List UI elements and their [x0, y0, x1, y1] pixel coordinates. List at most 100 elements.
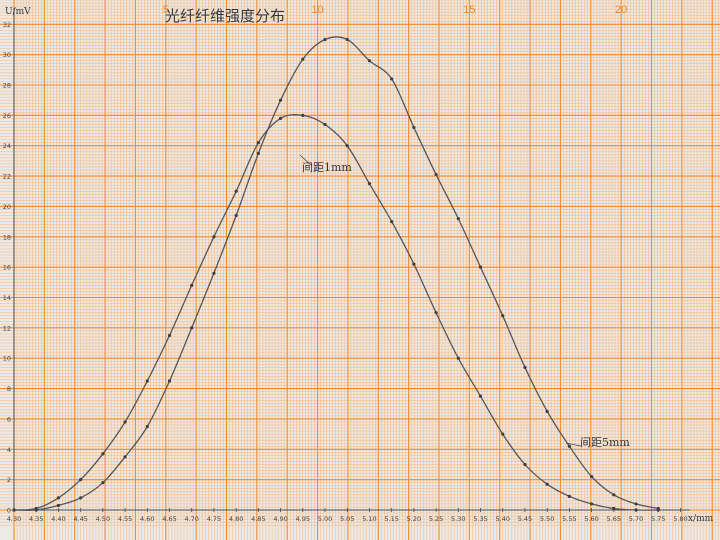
y-tick-label: 20 [3, 203, 11, 211]
series-line-1 [13, 36, 659, 512]
data-point [545, 409, 549, 413]
y-tick-label: 8 [7, 385, 11, 393]
data-point [145, 379, 149, 383]
data-point [212, 271, 216, 275]
x-tick-label: 4.50 [96, 515, 110, 523]
top-scale-label: 20 [615, 4, 627, 16]
annotation-spacing-5mm: 间距5mm [580, 436, 630, 449]
x-tick-label: 5.65 [607, 515, 621, 523]
x-tick-label: 5.50 [540, 515, 554, 523]
x-tick-label: 4.65 [162, 515, 176, 523]
x-tick-label: 5.25 [429, 515, 443, 523]
data-point [478, 394, 483, 398]
data-point [145, 424, 149, 429]
data-point [12, 508, 16, 512]
x-tick-label: 5.80 [673, 515, 687, 523]
data-point [434, 172, 438, 177]
y-tick-label: 12 [3, 324, 11, 332]
data-point [56, 503, 61, 508]
x-tick-label: 4.90 [273, 515, 287, 523]
data-point [56, 496, 61, 500]
data-point [456, 356, 460, 360]
data-point [412, 262, 416, 266]
x-tick-label: 4.35 [29, 515, 43, 523]
axes [13, 8, 690, 511]
x-tick-label: 4.30 [7, 515, 21, 523]
x-tick-label: 5.15 [384, 515, 398, 523]
chart-title: 光纤纤维强度分布 [165, 7, 285, 25]
x-tick-label: 5.30 [451, 515, 465, 523]
x-tick-label: 5.00 [318, 515, 332, 523]
data-point [323, 37, 327, 42]
x-tick-label: 4.80 [229, 515, 243, 523]
top-scale-label: 5 [163, 4, 169, 16]
data-point [612, 493, 616, 497]
data-point [589, 475, 594, 479]
x-tick-label: 4.75 [207, 515, 221, 523]
x-tick-label: 4.45 [73, 515, 87, 523]
data-point [367, 182, 372, 186]
data-point [167, 379, 172, 383]
x-tick-label: 5.20 [407, 515, 421, 523]
top-scale-label: 15 [463, 4, 475, 16]
x-tick-label: 5.45 [518, 515, 532, 523]
y-tick-label: 16 [3, 264, 11, 272]
data-point [589, 502, 594, 506]
x-tick-label: 5.05 [340, 515, 354, 523]
data-point [79, 496, 83, 500]
data-point [323, 122, 327, 127]
data-point [523, 462, 527, 467]
annotation-leader-5mm [565, 442, 582, 447]
data-point [656, 508, 660, 512]
data-point [434, 311, 438, 315]
y-tick-label: 26 [3, 112, 11, 120]
data-point [345, 37, 349, 42]
data-series [12, 36, 660, 512]
y-tick-label: 4 [7, 446, 11, 454]
data-point [278, 116, 283, 120]
data-point [634, 508, 638, 512]
data-point [123, 420, 127, 424]
y-tick-label: 32 [3, 21, 11, 29]
data-point [256, 151, 260, 155]
y-tick-label: 2 [7, 476, 11, 484]
data-point [412, 125, 416, 130]
y-axis-label: U/mV [5, 7, 31, 17]
data-point [501, 314, 505, 318]
data-point [123, 455, 127, 459]
y-tick-label: 14 [3, 294, 11, 302]
y-tick-label: 24 [3, 142, 11, 150]
data-point [567, 444, 571, 448]
x-tick-label: 4.40 [51, 515, 65, 523]
x-tick-label: 5.35 [473, 515, 487, 523]
top-scale-label: 10 [311, 4, 323, 16]
data-point [278, 98, 283, 102]
x-tick-label: 5.60 [584, 515, 598, 523]
data-point [523, 365, 527, 369]
data-point [101, 481, 105, 485]
x-tick-label: 5.55 [562, 515, 576, 523]
annotation-spacing-1mm: 间距1mm [302, 161, 352, 174]
data-point [456, 216, 460, 221]
data-point [612, 506, 616, 511]
x-tick-label: 4.70 [184, 515, 198, 523]
data-point [34, 506, 38, 511]
data-point [301, 57, 305, 61]
y-tick-label: 10 [3, 355, 11, 363]
y-tick-label: 30 [3, 51, 11, 59]
data-point [167, 333, 172, 338]
top-scale-labels: 5 10 15 20 [163, 4, 628, 16]
y-tick-label: 6 [7, 415, 11, 423]
x-tick-label: 5.75 [651, 515, 665, 523]
x-tick-label: 5.10 [362, 515, 376, 523]
data-point [256, 141, 260, 145]
data-point [234, 189, 238, 193]
x-tick-label: 4.95 [296, 515, 310, 523]
series-line-2 [13, 114, 659, 511]
data-point [567, 494, 571, 498]
data-point [79, 478, 83, 482]
data-point [301, 113, 305, 117]
x-tick-label: 4.60 [140, 515, 154, 523]
